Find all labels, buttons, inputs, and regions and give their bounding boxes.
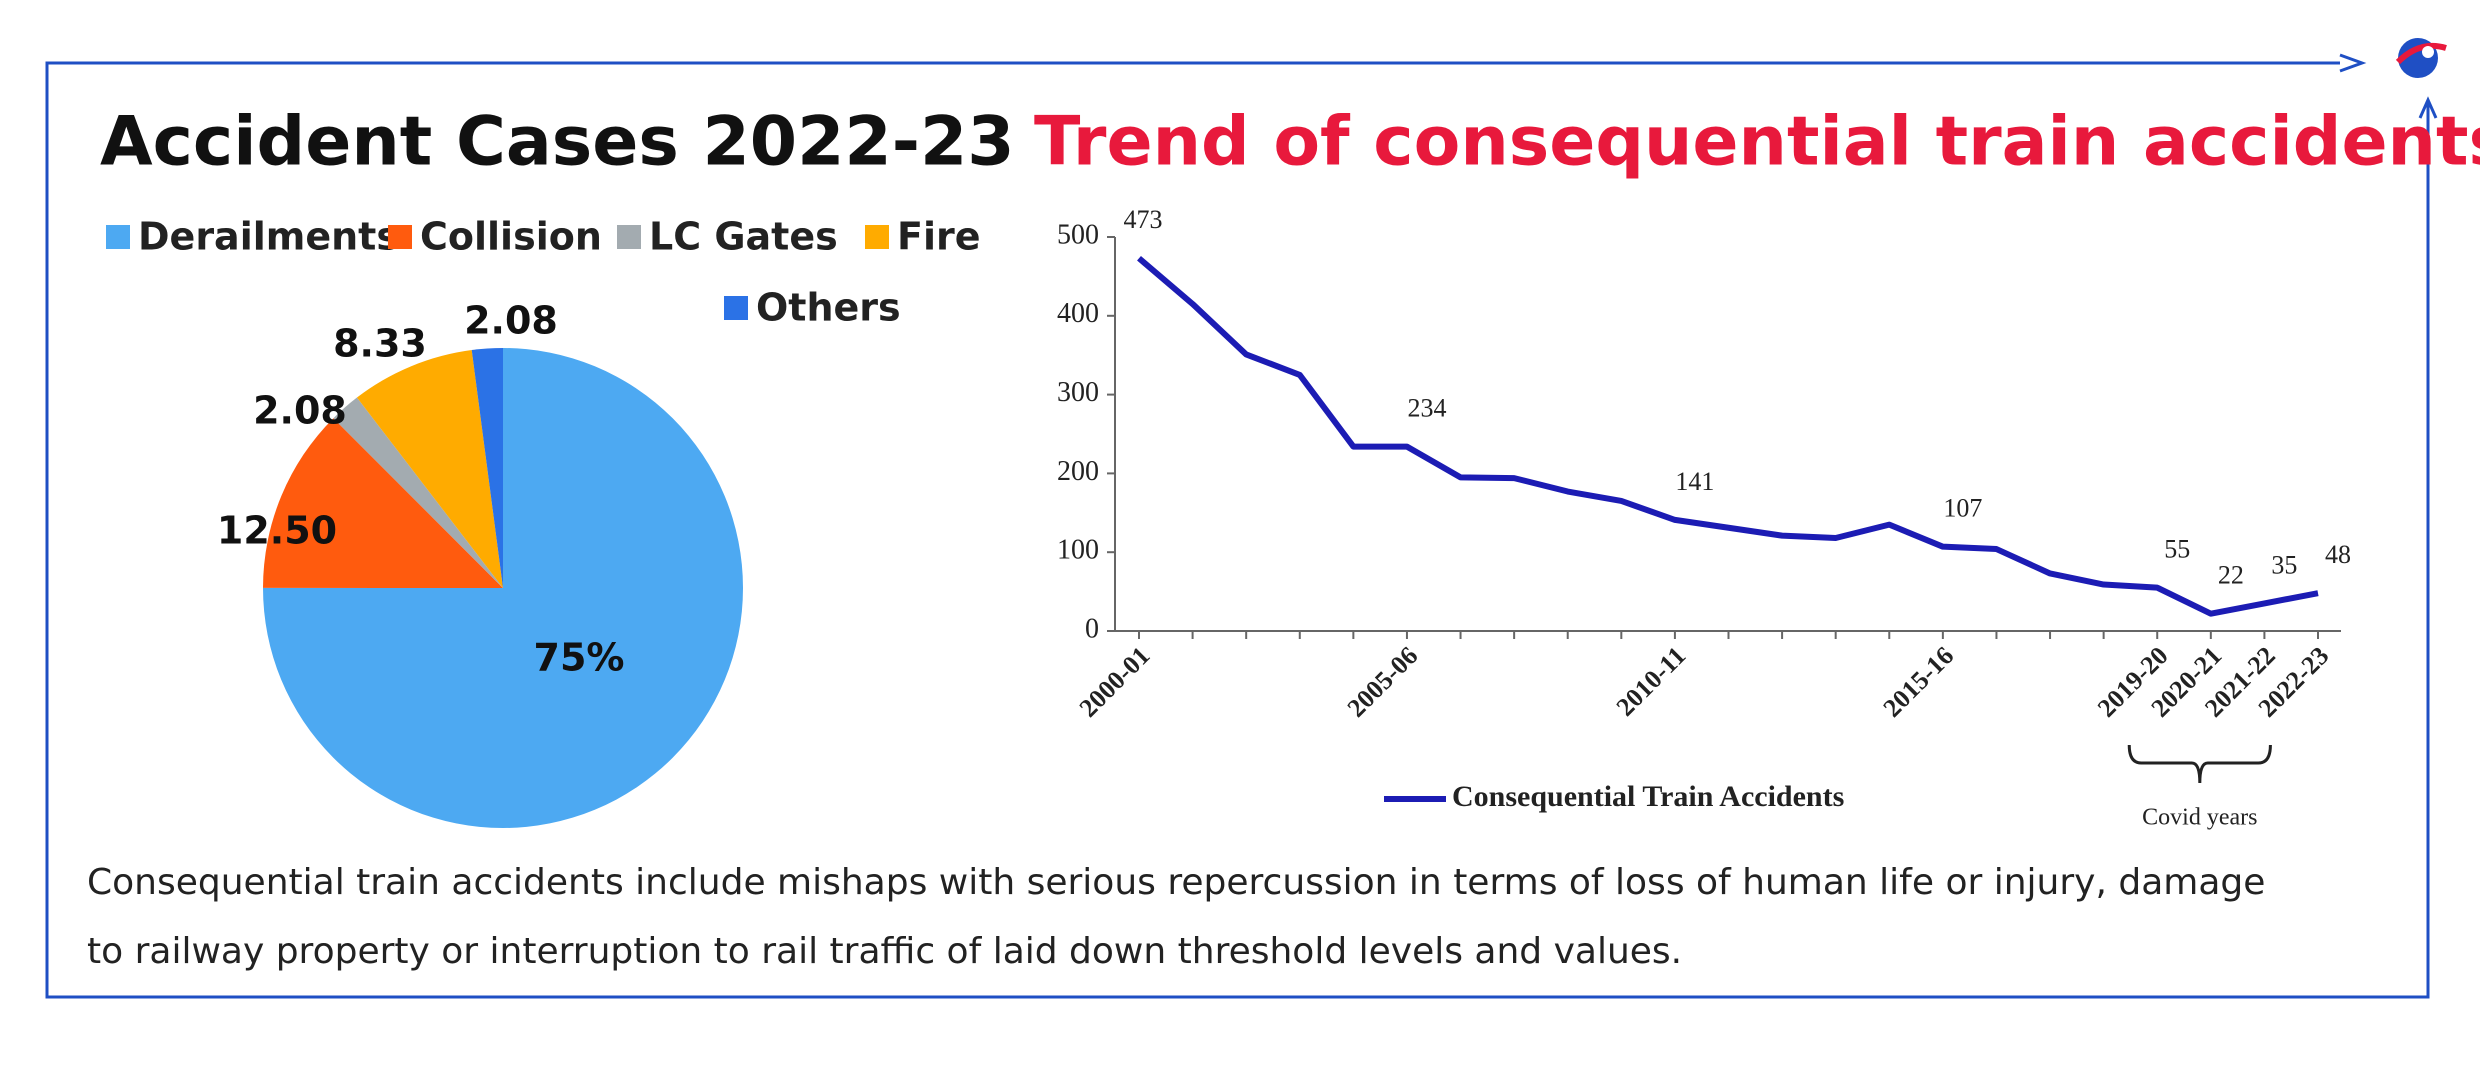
y-tick-label: 300 xyxy=(1057,377,1099,408)
y-tick-label: 100 xyxy=(1057,535,1099,566)
legend-swatch xyxy=(106,225,130,249)
slice-label: 75% xyxy=(534,636,625,680)
frame xyxy=(45,61,2430,999)
slice-label: 8.33 xyxy=(333,322,427,366)
frame-arrow xyxy=(2418,96,2438,119)
x-tick-label: 2000-01 xyxy=(1074,641,1156,723)
slice-label: 12.50 xyxy=(217,509,337,553)
data-label: 48 xyxy=(2325,540,2351,569)
line-series xyxy=(1137,255,2319,617)
x-tick-label: 2005-06 xyxy=(1342,641,1424,723)
legend-swatch xyxy=(388,225,412,249)
annotation: Covid years xyxy=(2142,805,2257,831)
data-label: 35 xyxy=(2271,550,2297,579)
pie-slice xyxy=(471,348,503,588)
pie-chart: Derailments Collision LC Gates Fire Others 75… xyxy=(106,215,981,828)
data-label: 22 xyxy=(2218,561,2244,590)
data-label: 473 xyxy=(1124,205,1163,234)
legend-label: Others xyxy=(756,286,901,330)
footnote: to railway property or interruption to r… xyxy=(87,931,1682,972)
y-tick-label: 500 xyxy=(1057,219,1099,250)
legend-label: Fire xyxy=(897,215,981,259)
legend-label: Consequential Train Accidents xyxy=(1452,780,1844,813)
x-tick-label: 2015-16 xyxy=(1878,641,1960,723)
y-tick-label: 200 xyxy=(1057,456,1099,487)
slice-label: 2.08 xyxy=(464,299,558,343)
data-label: 234 xyxy=(1407,394,1446,423)
brace xyxy=(2127,744,2272,784)
slice-label: 2.08 xyxy=(253,389,347,433)
line-chart: 0 100 200 300 400 500 2000-01 2005-06 2010-11 201… xyxy=(1057,205,2351,830)
data-label: 107 xyxy=(1943,494,1982,523)
pie-slice xyxy=(356,350,503,588)
legend-label: Derailments xyxy=(138,215,399,259)
frame-arrow xyxy=(2339,53,2367,73)
data-label: 141 xyxy=(1675,467,1714,496)
pie-slice xyxy=(333,397,503,588)
y-tick-label: 0 xyxy=(1085,613,1099,644)
pie-title: Accident Cases 2022-23 xyxy=(100,103,1015,182)
legend-label: Collision xyxy=(420,215,602,259)
logo xyxy=(2395,38,2447,78)
legend-swatch xyxy=(865,225,889,249)
x-tick-label: 2010-11 xyxy=(1611,641,1692,722)
y-tick-label: 400 xyxy=(1057,298,1099,329)
pie-slice xyxy=(263,418,503,588)
footnote: Consequential train accidents include mi… xyxy=(87,862,2265,903)
data-label: 55 xyxy=(2164,535,2190,564)
legend-label: LC Gates xyxy=(649,215,838,259)
line-title: Trend of consequential train accidents xyxy=(1034,103,2480,182)
legend-swatch xyxy=(617,225,641,249)
legend-swatch xyxy=(724,296,748,320)
